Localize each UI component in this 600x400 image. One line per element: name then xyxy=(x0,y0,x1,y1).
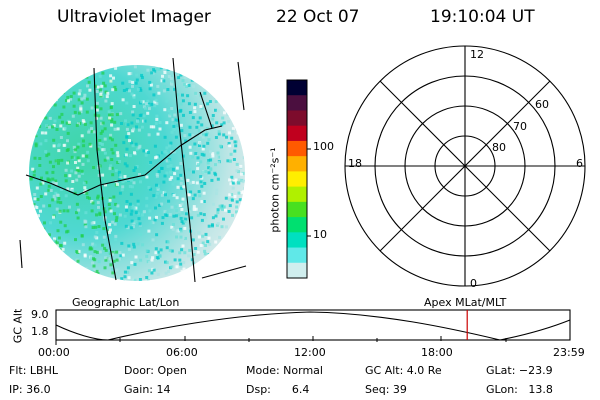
filter-info: Flt: LBHL xyxy=(9,364,58,377)
colorbar-segment xyxy=(287,95,307,112)
mlt-label-6: 6 xyxy=(576,157,583,170)
orbit-xtick-0600: 06:00 xyxy=(166,346,198,359)
colorbar-segment xyxy=(287,186,307,203)
gain-info: Gain: 14 xyxy=(124,383,171,396)
geographic-grid xyxy=(19,57,247,283)
colorbar-tick-10: 10 xyxy=(313,228,327,241)
orbit-xtick-1200: 12:00 xyxy=(294,346,326,359)
colorbar-segment xyxy=(287,110,307,127)
colorbar-segment xyxy=(287,140,307,157)
mlt-label-12: 12 xyxy=(470,48,484,61)
colorbar-unit-label: photon cm⁻²s⁻¹ xyxy=(268,147,282,233)
colorbar-tick-100: 100 xyxy=(313,140,334,153)
seq-info: Seq: 39 xyxy=(365,383,407,396)
dsp-info: Dsp: 6.4 xyxy=(246,383,310,396)
mlt-label-18: 18 xyxy=(348,157,362,170)
orbit-xtick-1800: 18:00 xyxy=(421,346,453,359)
colorbar-segment xyxy=(287,156,307,172)
orbit-xtick-2359: 23:59 xyxy=(553,346,585,359)
gc-alt-info: GC Alt: 4.0 Re xyxy=(365,364,442,377)
glon-info: GLon: 13.8 xyxy=(486,383,553,396)
glat-info: GLat: −23.9 xyxy=(486,364,553,377)
colorbar-segment xyxy=(287,262,307,279)
orbit-ylabel: GC Alt xyxy=(11,308,25,344)
colorbar-segment xyxy=(287,201,307,218)
uv-image-disk xyxy=(29,65,245,281)
colorbar-segment xyxy=(287,171,307,188)
date-label: 22 Oct 07 xyxy=(276,7,360,27)
colorbar-segment xyxy=(287,125,307,142)
mlt-label-0: 0 xyxy=(470,277,477,290)
lat-label-60: 60 xyxy=(535,98,549,111)
colorbar-segment xyxy=(287,247,307,264)
time-label: 19:10:04 UT xyxy=(430,7,535,27)
colorbar xyxy=(286,79,311,279)
orbit-ytick-low: 1.8 xyxy=(31,325,49,338)
orbit-xtick-0000: 00:00 xyxy=(38,346,70,359)
orbit-plot xyxy=(55,309,571,345)
colorbar-border xyxy=(286,79,308,279)
lat-label-70: 70 xyxy=(513,120,527,133)
door-info: Door: Open xyxy=(124,364,187,377)
colorbar-segment xyxy=(287,232,307,249)
colorbar-segment xyxy=(287,217,307,233)
orbit-ytick-high: 9.0 xyxy=(31,308,49,321)
lat-label-80: 80 xyxy=(492,141,506,154)
geographic-label: Geographic Lat/Lon xyxy=(72,296,180,309)
mode-info: Mode: Normal xyxy=(246,364,323,377)
polar-plot xyxy=(344,45,586,287)
instrument-title: Ultraviolet Imager xyxy=(57,7,211,27)
ip-info: IP: 36.0 xyxy=(9,383,51,396)
apex-label: Apex MLat/MLT xyxy=(424,296,507,309)
colorbar-segment xyxy=(287,80,307,96)
